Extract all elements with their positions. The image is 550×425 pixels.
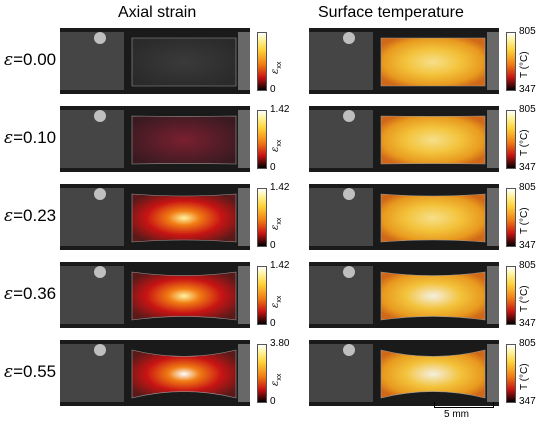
specimen-shape xyxy=(131,349,237,399)
grip-right xyxy=(487,188,499,246)
temperature-map-image xyxy=(309,184,499,250)
temp-axis-label: T (°C) xyxy=(519,207,530,234)
temperature-map-panel xyxy=(309,106,499,172)
temp-min-tick: 347 xyxy=(519,162,536,173)
temp-axis-label: T (°C) xyxy=(519,285,530,312)
specimen-shape xyxy=(131,193,237,243)
specimen-shape xyxy=(380,193,486,243)
temperature-map-panel xyxy=(309,262,499,328)
strain-max-tick: 1.42 xyxy=(270,104,290,115)
strain-map-panel xyxy=(60,262,250,328)
strain-colorbar xyxy=(257,110,267,169)
grip-left xyxy=(60,344,124,402)
temp-axis-label: T (°C) xyxy=(519,51,530,78)
temperature-map-panel xyxy=(309,340,499,406)
grip-right xyxy=(238,110,250,168)
strain-max-tick: 1.42 xyxy=(270,182,290,193)
title-surface-temperature: Surface temperature xyxy=(318,4,464,21)
temp-axis-label: T (°C) xyxy=(519,129,530,156)
strain-colorbar xyxy=(257,188,267,247)
grip-left xyxy=(309,266,373,324)
strain-colorbar xyxy=(257,266,267,325)
temperature-colorbar xyxy=(506,110,516,169)
grip-left xyxy=(60,266,124,324)
strain-level-label: ε=0.36 xyxy=(4,284,57,304)
strain-max-tick: 1.42 xyxy=(270,260,290,271)
grip-right xyxy=(487,344,499,402)
temperature-colorbar xyxy=(506,344,516,403)
temperature-colorbar xyxy=(506,188,516,247)
strain-min-tick: 0 xyxy=(270,318,276,329)
strain-map-image xyxy=(60,262,250,328)
strain-map-image xyxy=(60,340,250,406)
temp-min-tick: 347 xyxy=(519,84,536,95)
grip-left xyxy=(309,110,373,168)
strain-colorbar xyxy=(257,32,267,91)
scale-bar-label: 5 mm xyxy=(444,409,469,420)
specimen-shape xyxy=(380,349,486,399)
temperature-map-panel xyxy=(309,184,499,250)
strain-min-tick: 0 xyxy=(270,162,276,173)
specimen-shape xyxy=(131,271,237,321)
strain-map-image xyxy=(60,28,250,94)
strain-axis-label: εxx xyxy=(270,139,283,152)
scale-bar xyxy=(434,402,494,408)
temp-max-tick: 805 xyxy=(519,26,536,37)
temperature-map-image xyxy=(309,340,499,406)
grip-right xyxy=(487,32,499,90)
grip-left xyxy=(60,188,124,246)
temp-max-tick: 805 xyxy=(519,260,536,271)
strain-min-tick: 0 xyxy=(270,396,276,407)
specimen-shape xyxy=(380,37,486,87)
strain-map-image xyxy=(60,106,250,172)
strain-axis-label: εxx xyxy=(270,61,283,74)
specimen-shape xyxy=(131,37,237,87)
strain-map-image xyxy=(60,184,250,250)
temperature-map-image xyxy=(309,106,499,172)
grip-right xyxy=(487,110,499,168)
temperature-map-panel xyxy=(309,28,499,94)
strain-map-panel xyxy=(60,28,250,94)
grip-left xyxy=(60,32,124,90)
specimen-shape xyxy=(131,115,237,165)
temp-max-tick: 805 xyxy=(519,182,536,193)
strain-map-panel xyxy=(60,106,250,172)
temperature-colorbar xyxy=(506,266,516,325)
temp-min-tick: 347 xyxy=(519,396,536,407)
strain-colorbar xyxy=(257,344,267,403)
temp-axis-label: T (°C) xyxy=(519,363,530,390)
grip-right xyxy=(238,266,250,324)
grip-left xyxy=(309,188,373,246)
temp-min-tick: 347 xyxy=(519,240,536,251)
grip-left xyxy=(309,344,373,402)
strain-level-label: ε=0.23 xyxy=(4,206,57,226)
strain-map-panel xyxy=(60,340,250,406)
strain-max-tick: 3.80 xyxy=(270,338,290,349)
specimen-shape xyxy=(380,271,486,321)
temp-min-tick: 347 xyxy=(519,318,536,329)
strain-axis-label: εxx xyxy=(270,295,283,308)
strain-level-label: ε=0.00 xyxy=(4,50,57,70)
strain-map-panel xyxy=(60,184,250,250)
strain-axis-label: εxx xyxy=(270,217,283,230)
strain-level-label: ε=0.55 xyxy=(4,362,57,382)
title-axial-strain: Axial strain xyxy=(118,4,197,21)
strain-min-tick: 0 xyxy=(270,84,276,95)
strain-level-label: ε=0.10 xyxy=(4,128,57,148)
grip-right xyxy=(487,266,499,324)
temp-max-tick: 805 xyxy=(519,104,536,115)
grip-left xyxy=(60,110,124,168)
specimen-shape xyxy=(380,115,486,165)
strain-min-tick: 0 xyxy=(270,240,276,251)
grip-right xyxy=(238,32,250,90)
temperature-map-image xyxy=(309,262,499,328)
grip-right xyxy=(238,344,250,402)
temperature-map-image xyxy=(309,28,499,94)
grip-left xyxy=(309,32,373,90)
temperature-colorbar xyxy=(506,32,516,91)
strain-axis-label: εxx xyxy=(270,373,283,386)
grip-right xyxy=(238,188,250,246)
temp-max-tick: 805 xyxy=(519,338,536,349)
